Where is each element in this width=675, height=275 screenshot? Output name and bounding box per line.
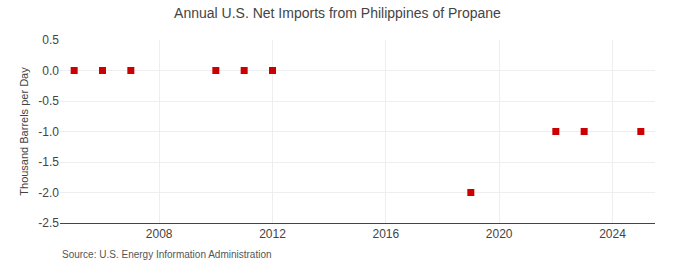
svg-text:2016: 2016 xyxy=(372,227,399,241)
svg-text:0.0: 0.0 xyxy=(42,64,59,78)
svg-text:2008: 2008 xyxy=(146,227,173,241)
svg-text:-0.5: -0.5 xyxy=(38,94,59,108)
svg-text:0.5: 0.5 xyxy=(42,33,59,47)
svg-text:2024: 2024 xyxy=(599,227,626,241)
svg-text:-1.0: -1.0 xyxy=(38,125,59,139)
svg-text:-1.5: -1.5 xyxy=(38,155,59,169)
svg-text:-2.5: -2.5 xyxy=(38,216,59,230)
svg-text:-2.0: -2.0 xyxy=(38,186,59,200)
svg-text:2012: 2012 xyxy=(259,227,286,241)
svg-text:2020: 2020 xyxy=(486,227,513,241)
svg-text:Thousand Barrels per Day: Thousand Barrels per Day xyxy=(18,67,30,196)
svg-text:Annual U.S. Net Imports from P: Annual U.S. Net Imports from Philippines… xyxy=(174,5,501,21)
svg-text:Source: U.S. Energy Informatio: Source: U.S. Energy Information Administ… xyxy=(62,249,272,260)
